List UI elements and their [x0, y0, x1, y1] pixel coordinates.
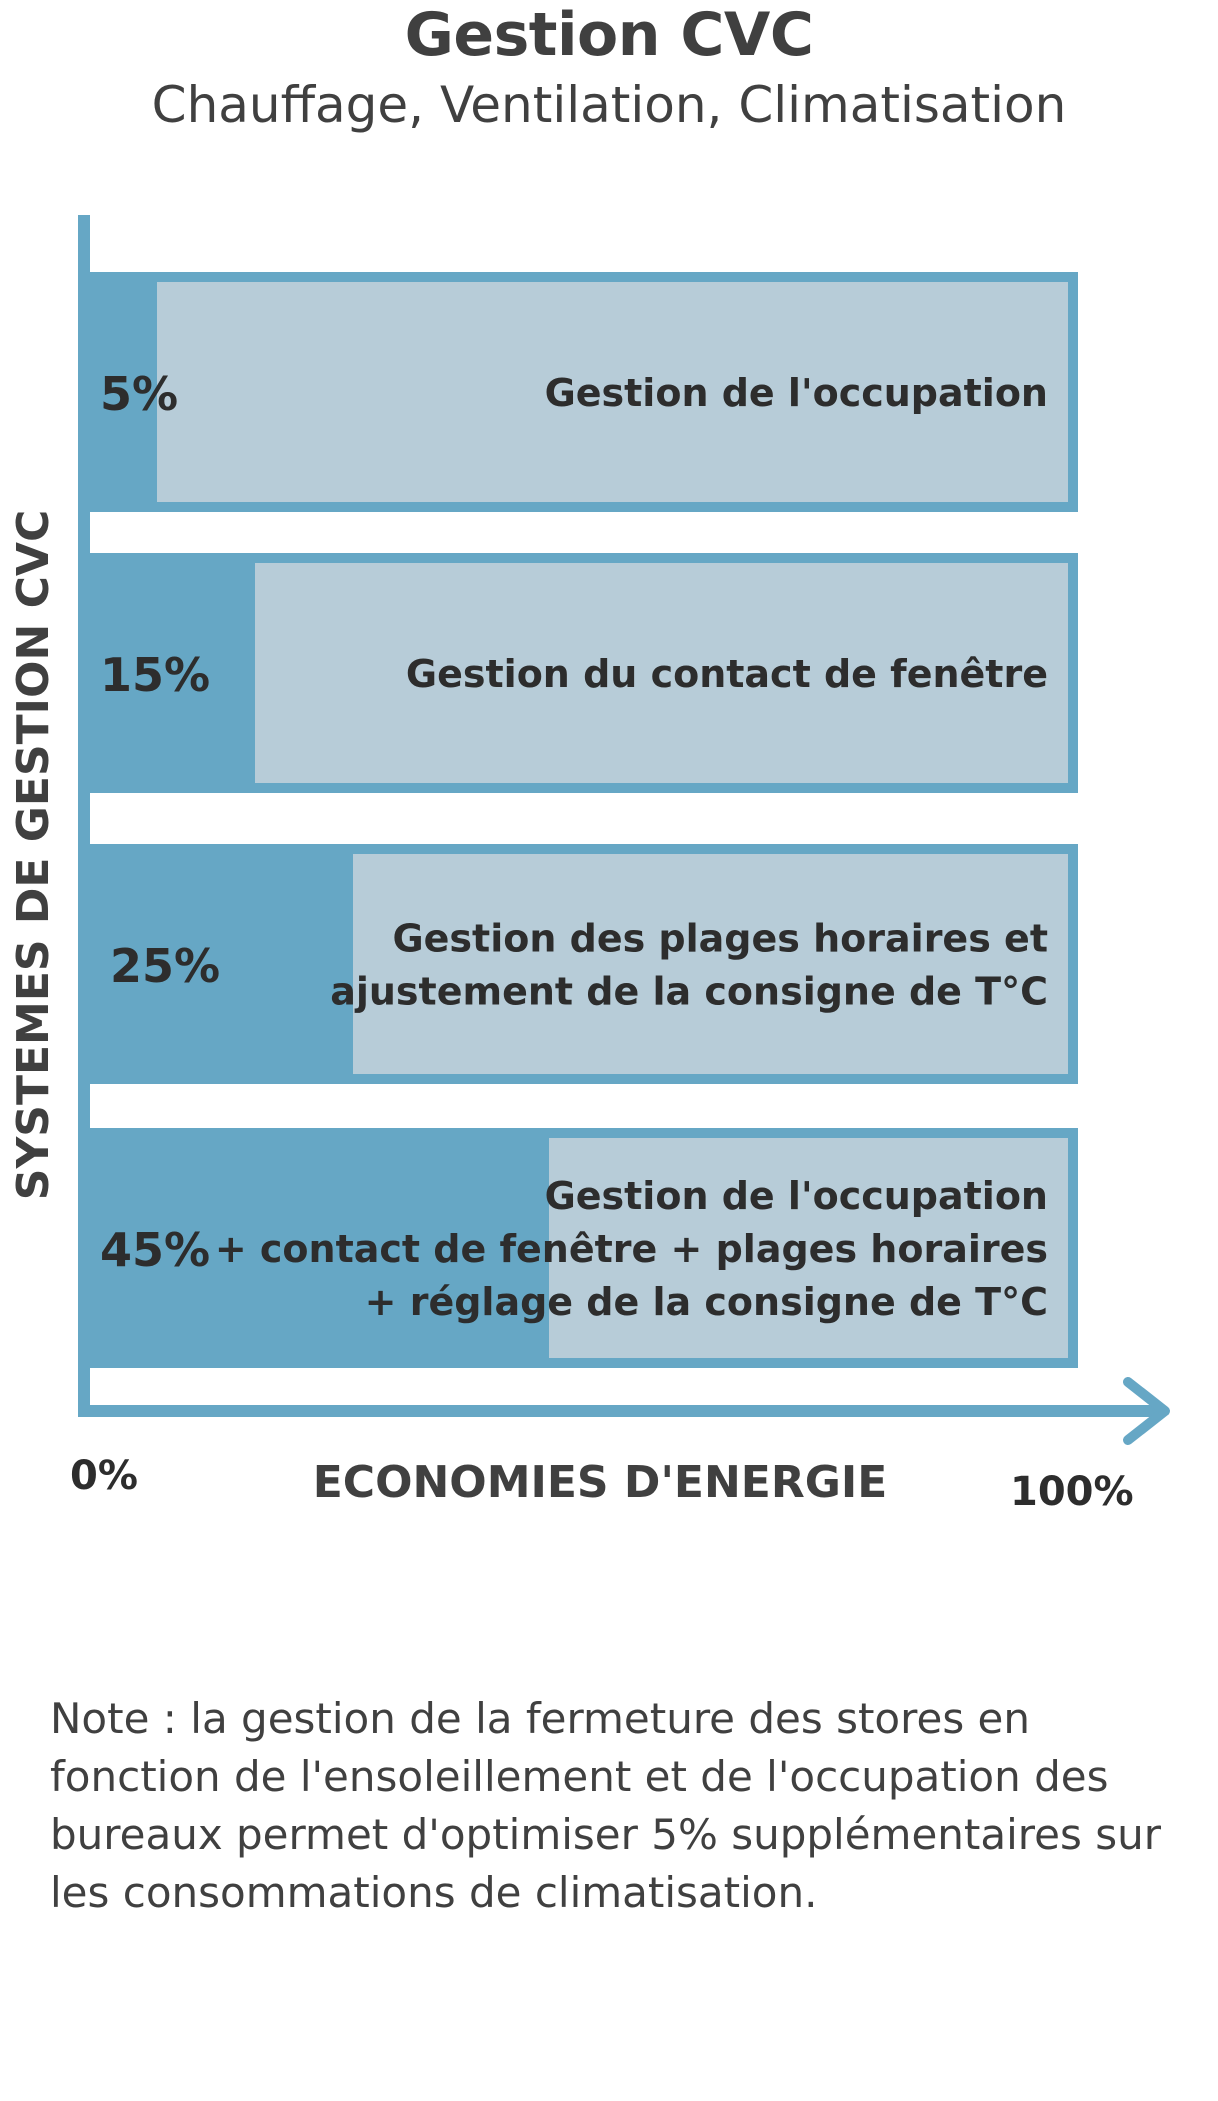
x-tick-label: 0% [70, 1453, 138, 1499]
chart-subtitle: Chauffage, Ventilation, Climatisation [151, 76, 1067, 134]
x-tick-label: 100% [1010, 1469, 1134, 1515]
bar-remaining [98, 282, 1068, 502]
y-axis-label: SYSTEMES DE GESTION CVC [8, 510, 59, 1201]
y-axis-line [78, 215, 90, 1415]
bar-chart: 5% Gestion de l'occupation 15% Gestion du c… [8, 215, 1170, 1515]
bar-value [88, 272, 157, 512]
x-axis-label: ECONOMIES D'ENERGIE [313, 1457, 888, 1508]
value-label: 25% [110, 939, 220, 993]
bar-value [88, 553, 255, 793]
bar-value [88, 1128, 549, 1368]
bar-remaining [98, 563, 1068, 783]
footnote: Note : la gestion de la fermeture des st… [50, 1694, 1161, 1917]
value-label: 15% [100, 648, 210, 702]
category-label: Gestion des plages horaires et [392, 917, 1048, 961]
chart-title: Gestion CVC [404, 0, 814, 70]
category-label: + contact de fenêtre + plages horaires [215, 1227, 1048, 1271]
bar-value [88, 844, 353, 1084]
value-label: 5% [100, 367, 178, 421]
category-label: Gestion du contact de fenêtre [406, 652, 1048, 696]
value-label: 45% [100, 1223, 210, 1277]
category-label: Gestion de l'occupation [545, 371, 1048, 415]
category-label: + réglage de la consigne de T°C [365, 1280, 1048, 1324]
category-label: ajustement de la consigne de T°C [330, 970, 1048, 1014]
x-axis-arrow [1123, 1377, 1170, 1445]
x-axis-line [78, 1405, 1160, 1417]
category-label: Gestion de l'occupation [545, 1174, 1048, 1218]
